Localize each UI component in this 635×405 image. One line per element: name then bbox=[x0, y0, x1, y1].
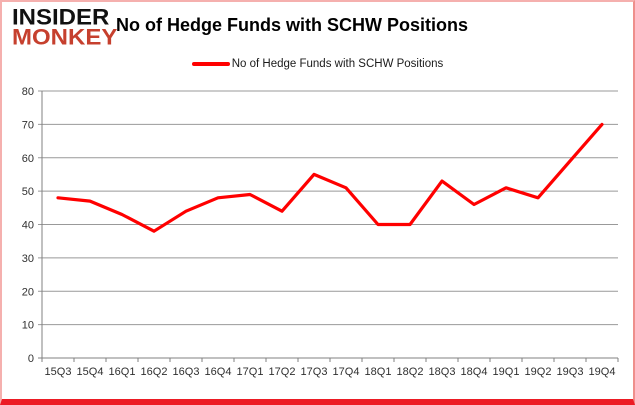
insider-monkey-logo: INSIDER MONKEY bbox=[12, 5, 118, 50]
x-tick-label: 16Q1 bbox=[109, 366, 136, 378]
chart-legend: No of Hedge Funds with SCHW Positions bbox=[2, 58, 633, 70]
x-tick-label: 16Q2 bbox=[141, 366, 168, 378]
y-tick-label: 70 bbox=[22, 119, 34, 131]
x-tick-label: 18Q4 bbox=[461, 366, 488, 378]
x-tick-label: 19Q1 bbox=[493, 366, 520, 378]
y-tick-label: 40 bbox=[22, 220, 34, 232]
x-tick-label: 15Q3 bbox=[45, 366, 72, 378]
x-tick-label: 17Q3 bbox=[301, 366, 328, 378]
y-tick-label: 20 bbox=[22, 286, 34, 298]
logo-insider-text: INSIDER bbox=[12, 5, 110, 30]
x-tick-label: 16Q4 bbox=[205, 366, 232, 378]
y-tick-label: 60 bbox=[22, 153, 34, 165]
x-tick-label: 18Q3 bbox=[429, 366, 456, 378]
y-tick-label: 50 bbox=[22, 186, 34, 198]
y-tick-label: 80 bbox=[22, 86, 34, 98]
y-tick-label: 30 bbox=[22, 253, 34, 265]
y-tick-label: 10 bbox=[22, 320, 34, 332]
legend-label: No of Hedge Funds with SCHW Positions bbox=[231, 58, 444, 70]
x-tick-label: 18Q2 bbox=[397, 366, 424, 378]
x-tick-label: 17Q4 bbox=[333, 366, 360, 378]
x-tick-label: 19Q2 bbox=[525, 366, 552, 378]
x-tick-label: 17Q2 bbox=[269, 366, 296, 378]
y-tick-label: 0 bbox=[28, 353, 34, 365]
x-tick-label: 15Q4 bbox=[77, 366, 104, 378]
logo-monkey-text: MONKEY bbox=[12, 25, 118, 50]
series-line bbox=[56, 122, 604, 233]
x-tick-label: 18Q1 bbox=[365, 366, 392, 378]
legend-line-swatch bbox=[191, 62, 230, 66]
x-tick-label: 19Q3 bbox=[557, 366, 584, 378]
x-tick-label: 19Q4 bbox=[589, 366, 616, 378]
x-tick-label: 17Q1 bbox=[237, 366, 264, 378]
page-title: No of Hedge Funds with SCHW Positions bbox=[116, 15, 468, 35]
x-tick-label: 16Q3 bbox=[173, 366, 200, 378]
